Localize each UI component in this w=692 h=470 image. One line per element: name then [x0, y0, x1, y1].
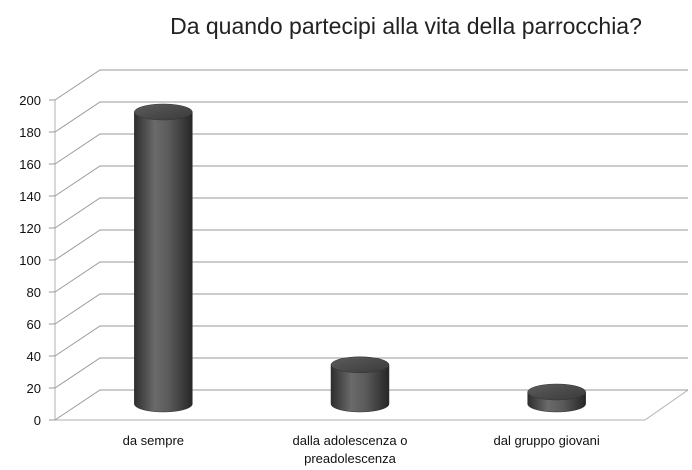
gridline [54, 389, 688, 421]
gridline [54, 197, 688, 229]
gridline [54, 357, 688, 389]
y-tick-label: 120 [19, 221, 41, 236]
x-tick-label: dal gruppo giovani [494, 433, 600, 448]
floor-edge [644, 389, 689, 421]
y-axis: 0 20 40 60 80 100 120 140 160 180 200 [19, 93, 55, 428]
bar-cap [134, 103, 193, 121]
y-tick-label: 60 [27, 317, 41, 332]
bar [330, 356, 390, 413]
x-tick-label: dalla adolescenza o preadolescenza [293, 433, 408, 466]
gridline [54, 325, 688, 357]
bar-cap [527, 383, 586, 401]
y-tick-label: 40 [27, 349, 41, 364]
gridline [54, 293, 688, 325]
y-tick-label: 180 [19, 125, 41, 140]
bar [134, 103, 193, 413]
bar [527, 383, 586, 413]
x-tick-label: da sempre [123, 433, 184, 448]
bar-body [134, 111, 193, 413]
bars [134, 103, 586, 413]
gridline [54, 261, 688, 293]
y-tick-label: 140 [19, 189, 41, 204]
gridline [54, 101, 688, 133]
bar-body [330, 364, 390, 413]
gridline [54, 69, 688, 101]
y-tick-label: 100 [19, 253, 41, 268]
gridline [54, 229, 688, 261]
x-axis: da sempre dalla adolescenza o preadolescen… [123, 433, 600, 466]
y-tick-label: 20 [27, 381, 41, 396]
y-tick-label: 200 [19, 93, 41, 108]
y-tick-label: 160 [19, 157, 41, 172]
gridline [54, 133, 688, 165]
chart-grid [54, 69, 689, 421]
chart-title: Da quando partecipi alla vita della parr… [170, 13, 642, 39]
bar-cap [330, 356, 390, 374]
y-tick-label: 80 [27, 285, 41, 300]
y-tick-label: 0 [34, 413, 41, 428]
gridline [54, 165, 688, 197]
